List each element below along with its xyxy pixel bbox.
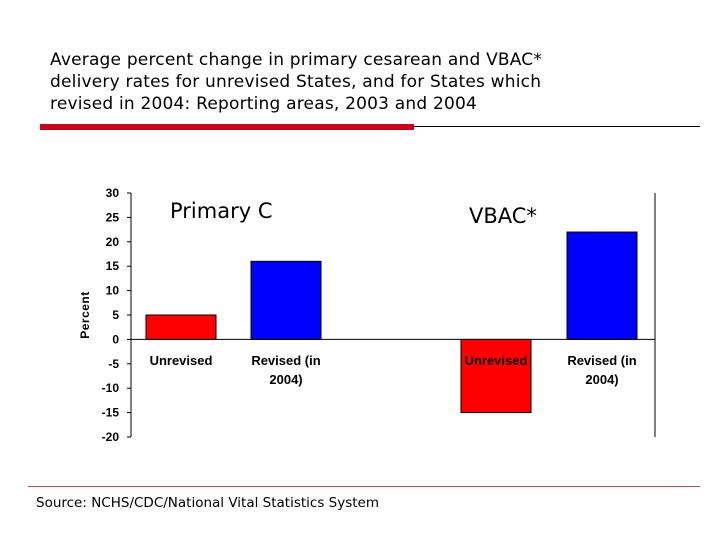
title-accent-bar — [40, 124, 414, 130]
bar-vbac-revised — [566, 231, 638, 340]
category-label: Revised (in — [251, 353, 320, 368]
y-tick-label: -10 — [102, 381, 120, 395]
bar-primary-c-unrevised — [145, 314, 217, 340]
y-tick-label: 0 — [112, 332, 119, 346]
category-label: 2004) — [269, 372, 302, 387]
bar-primary-c-revised — [250, 260, 322, 340]
y-tick-label: 20 — [106, 235, 120, 249]
category-label: Unrevised — [465, 353, 528, 368]
panel-title-primary-c: Primary C — [170, 199, 273, 223]
y-tick-label: 10 — [106, 284, 120, 298]
y-tick-label: 25 — [106, 210, 120, 224]
panel-title-vbac: VBAC* — [469, 204, 537, 228]
bar-vbac-unrevised — [460, 338, 532, 414]
y-tick-label: -15 — [102, 406, 120, 420]
y-axis-label: Percent — [78, 291, 92, 339]
y-tick-label: -20 — [102, 430, 120, 444]
category-label: Revised (in — [567, 353, 636, 368]
source-note: Source: NCHS/CDC/National Vital Statisti… — [36, 495, 379, 511]
footer-divider — [28, 486, 700, 487]
y-tick-label: 15 — [106, 259, 120, 273]
y-tick-label: 30 — [106, 186, 120, 200]
y-tick-label: 5 — [112, 308, 119, 322]
slide-title: Average percent change in primary cesare… — [50, 50, 543, 114]
y-tick-label: -5 — [108, 357, 119, 371]
category-label: 2004) — [585, 372, 618, 387]
category-label: Unrevised — [150, 353, 213, 368]
